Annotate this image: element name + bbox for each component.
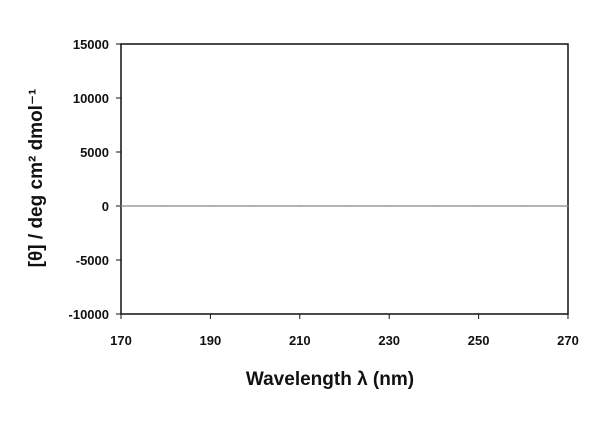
y-axis-title: [θ] / deg cm² dmol⁻¹ [26, 89, 47, 268]
y-tick-label: 5000 [80, 145, 109, 160]
x-tick-label: 230 [378, 333, 400, 348]
series-point [433, 205, 435, 207]
x-axis-title: Wavelength λ (nm) [246, 369, 414, 390]
series-point [209, 205, 212, 207]
series-point [343, 205, 346, 207]
y-tick-label: 15000 [73, 37, 109, 52]
plot-area [120, 43, 569, 315]
series-point [477, 205, 480, 207]
x-tick-label: 250 [468, 333, 490, 348]
x-axis-ticks: 170 190 210 230 250 270 [110, 314, 579, 348]
series-point [388, 205, 391, 207]
series-point [164, 205, 167, 207]
x-tick-label: 190 [200, 333, 222, 348]
series-layer [120, 205, 569, 207]
x-tick-label: 210 [289, 333, 311, 348]
y-tick-label: -5000 [76, 253, 109, 268]
series-point [522, 205, 525, 207]
y-axis-ticks: -10000 -5000 0 5000 10000 15000 [69, 37, 121, 322]
y-tick-label: 0 [102, 199, 109, 214]
series-point [299, 205, 301, 207]
y-tick-label: -10000 [69, 307, 109, 322]
plot-frame [120, 43, 569, 315]
series-point [120, 205, 122, 207]
series-point [567, 205, 569, 207]
x-tick-label: 170 [110, 333, 132, 348]
x-tick-label: 270 [557, 333, 579, 348]
y-tick-label: 10000 [73, 91, 109, 106]
series-point [254, 205, 256, 207]
